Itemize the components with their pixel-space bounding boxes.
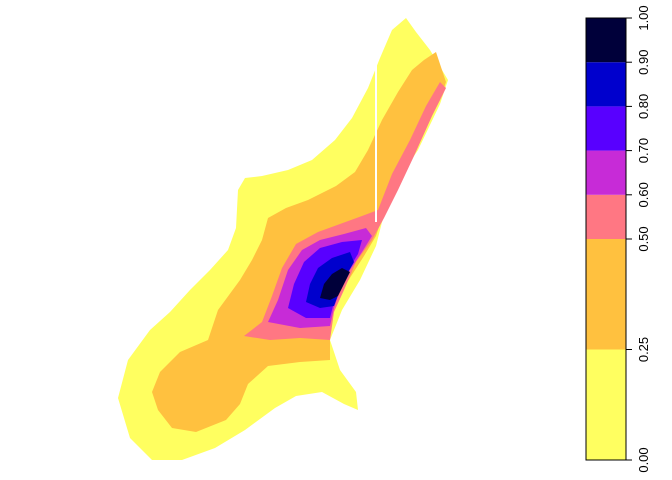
- region-level-6: [320, 268, 350, 300]
- colorbar-bin-1: [586, 239, 626, 350]
- colorbar-bin-5: [586, 62, 626, 107]
- colorbar-legend: 0.00 0.25 0.50 0.60 0.70 0.80 0.90 1.00: [585, 5, 651, 473]
- colorbar-tick-label-4: 0.70: [636, 138, 651, 163]
- colorbar-bin-0: [586, 349, 626, 460]
- region-level-1: [152, 52, 446, 432]
- colorbar-tick-label-1: 0.25: [636, 337, 651, 362]
- colorbar-tick-label-2: 0.50: [636, 226, 651, 251]
- colorbar-tick-label-3: 0.60: [636, 182, 651, 207]
- colorbar-tick-label-6: 0.90: [636, 50, 651, 75]
- colorbar-bin-6: [586, 18, 626, 63]
- raster-map: [118, 18, 448, 460]
- colorbar-bin-4: [586, 106, 626, 151]
- colorbar-tick-label-7: 1.00: [636, 5, 651, 30]
- colorbar-bin-3: [586, 150, 626, 195]
- colorbar-bin-2: [586, 194, 626, 239]
- colorbar-tick-label-0: 0.00: [636, 447, 651, 472]
- colorbar-tick-label-5: 0.80: [636, 94, 651, 119]
